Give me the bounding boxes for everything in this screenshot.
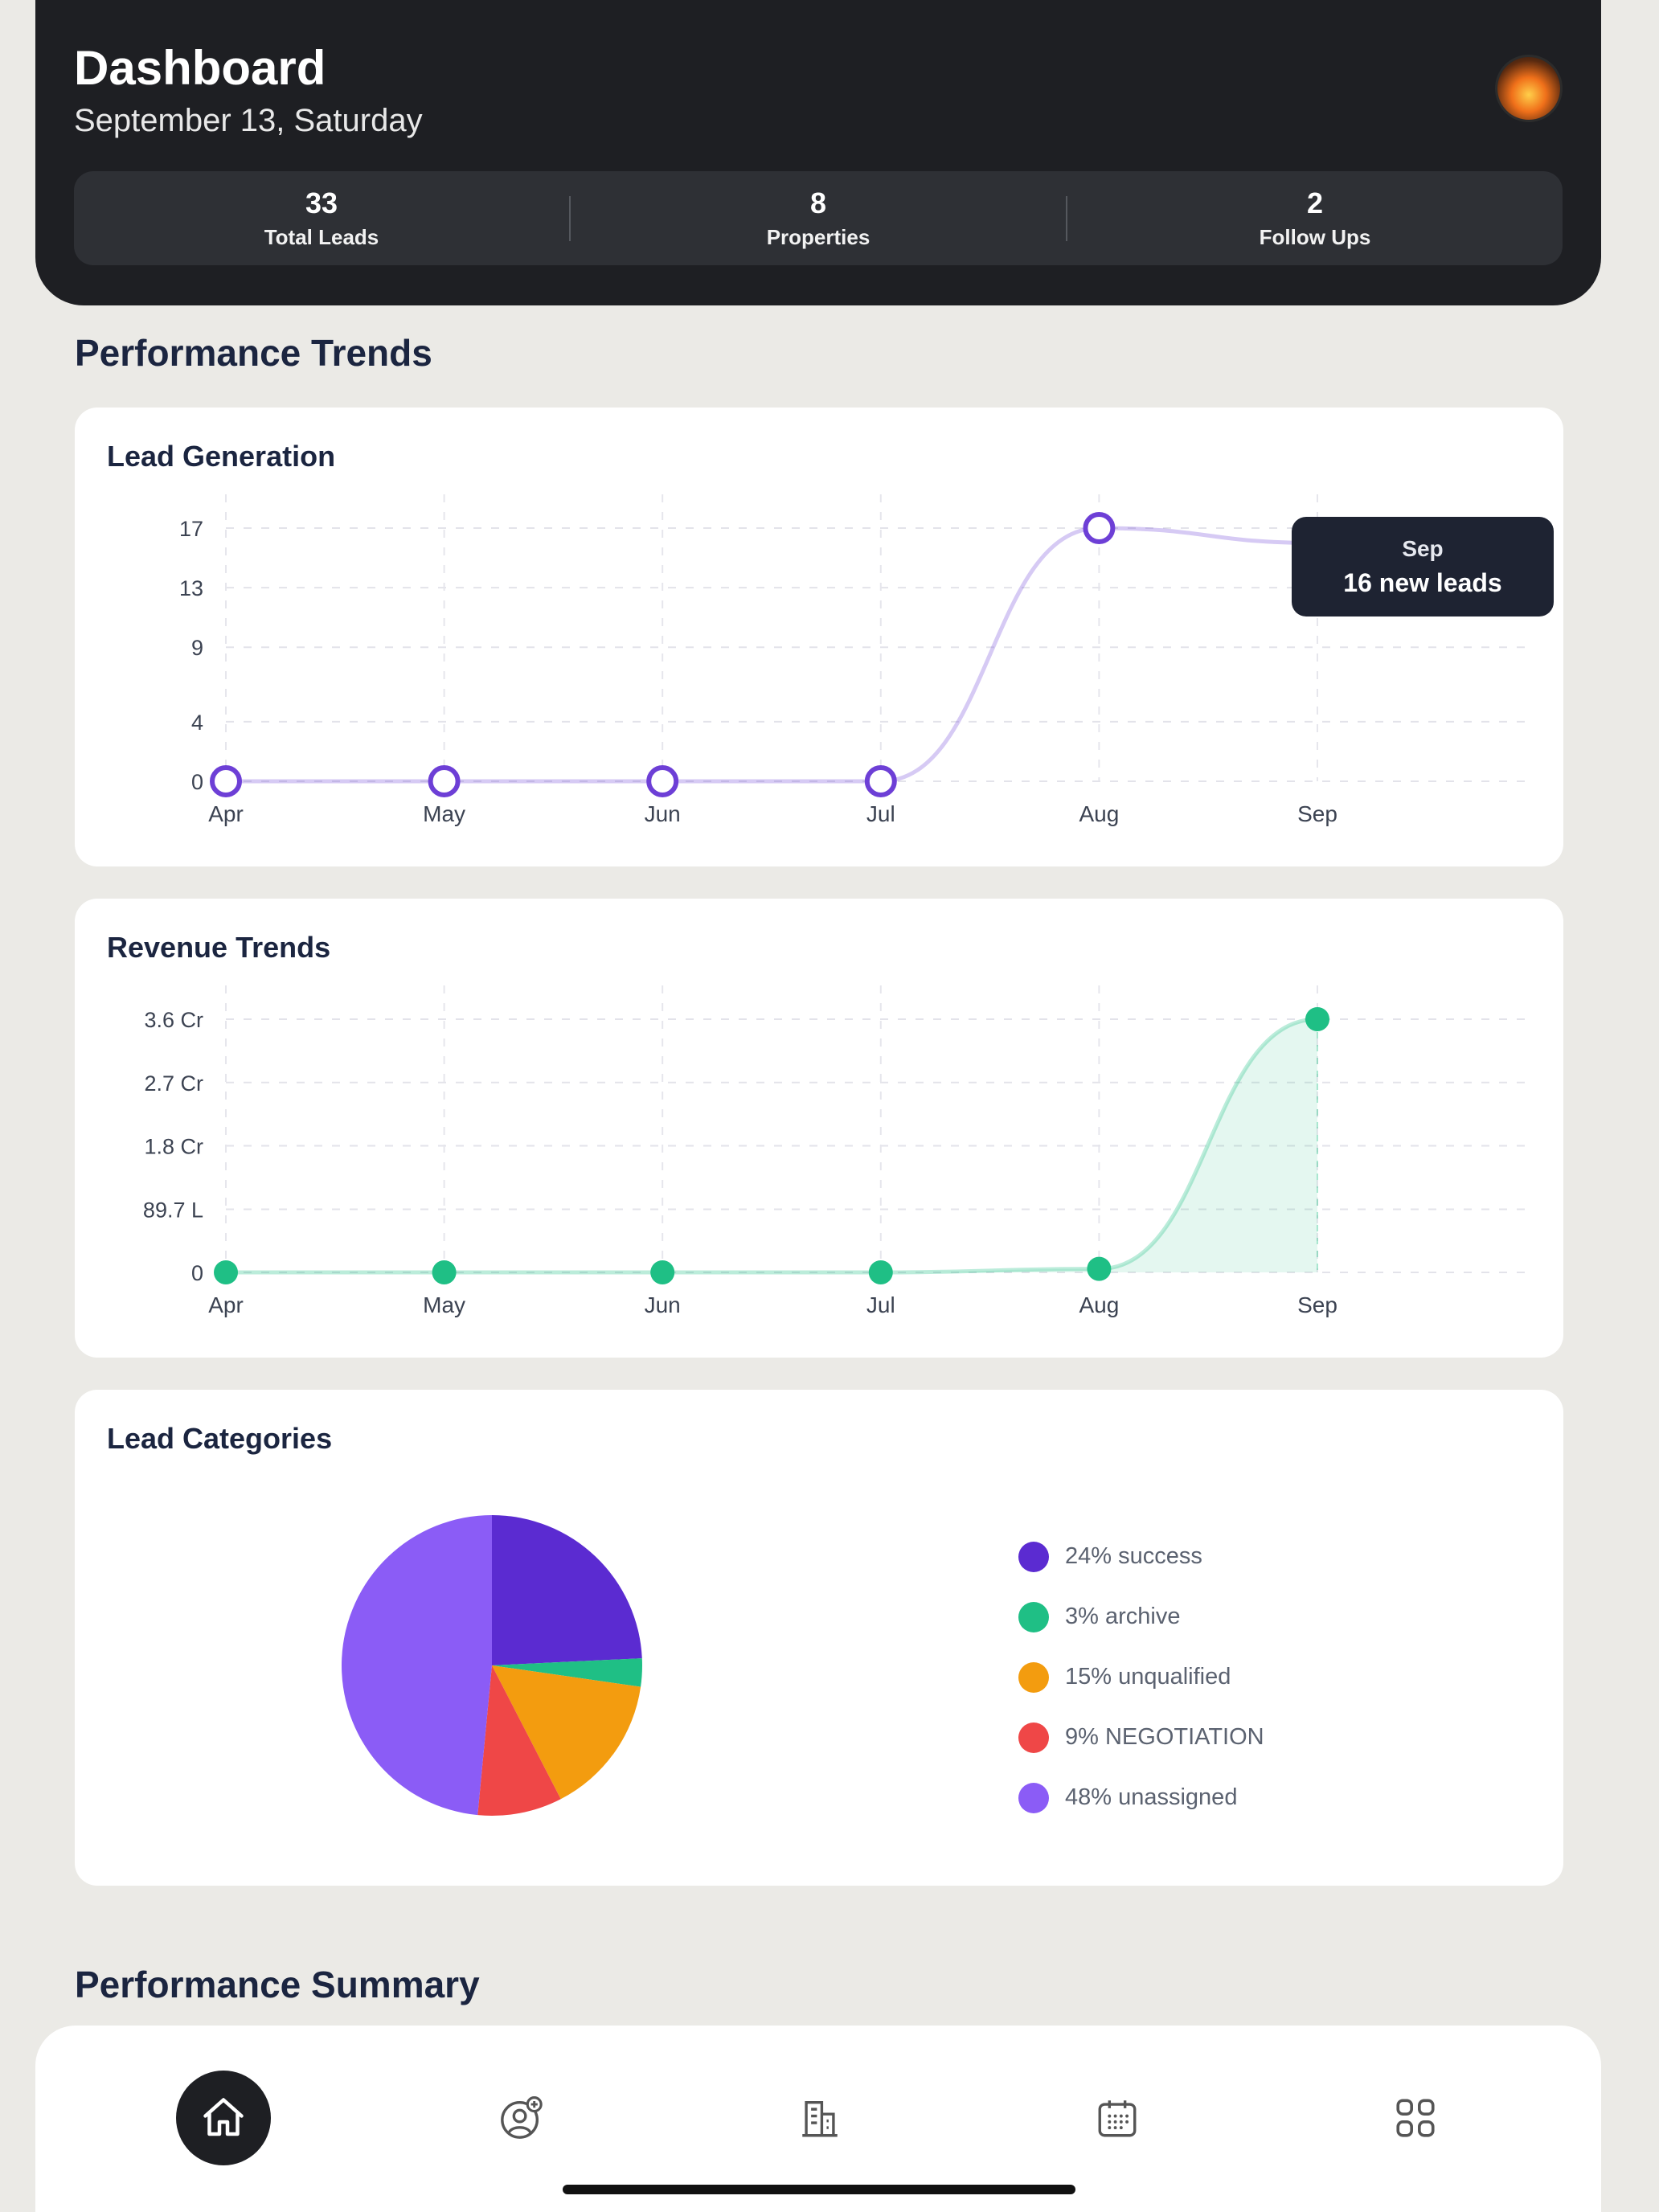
nav-leads[interactable] — [474, 2071, 569, 2165]
add-user-icon — [501, 2096, 543, 2139]
x-tick-label: May — [423, 801, 465, 826]
pie-slice — [342, 1515, 492, 1816]
y-tick-label: 4 — [191, 711, 203, 735]
dashboard-header: Dashboard September 13, Saturday 33 Tota… — [35, 0, 1601, 305]
y-tick-label: 0 — [191, 1261, 203, 1285]
revenue-trends-card: Revenue Trends 0 89.7 L 1.8 Cr 2.7 Cr 3.6 Cr… — [75, 899, 1563, 1358]
lead-categories-title: Lead Categories — [107, 1422, 333, 1455]
series-line — [226, 526, 1318, 784]
series-line — [226, 1017, 1318, 1275]
x-tick-label: Apr — [208, 801, 244, 826]
data-point — [428, 765, 461, 797]
y-tick-label: 1.8 Cr — [144, 1135, 203, 1159]
x-tick-label: Jun — [645, 1292, 681, 1317]
y-tick-label: 9 — [191, 636, 203, 660]
legend-swatch — [1018, 1541, 1049, 1572]
data-point — [1087, 1256, 1112, 1281]
nav-more[interactable] — [1368, 2071, 1463, 2165]
revenue-trends-title: Revenue Trends — [107, 931, 331, 964]
performance-summary-heading: Performance Summary — [75, 1964, 480, 2005]
legend-item: 15% unqualified — [1018, 1647, 1264, 1707]
legend-label: 9% NEGOTIATION — [1065, 1724, 1264, 1750]
stat-label: Properties — [766, 225, 870, 249]
nav-properties[interactable] — [772, 2071, 867, 2165]
stat-label: Follow Ups — [1259, 225, 1371, 249]
x-tick-label: Jul — [866, 1292, 895, 1317]
legend-swatch — [1018, 1782, 1049, 1813]
stat-value: 8 — [809, 186, 827, 219]
x-tick-label: Sep — [1297, 801, 1337, 826]
pie-slice — [492, 1658, 643, 1687]
legend-label: 48% unassigned — [1065, 1784, 1238, 1810]
stats-bar: 33 Total Leads 8 Properties 2 Follow Ups — [74, 171, 1563, 265]
pie-slice — [492, 1515, 642, 1665]
x-tick-label: Aug — [1079, 801, 1119, 826]
legend-item: 48% unassigned — [1018, 1768, 1264, 1828]
nav-calendar[interactable] — [1070, 2071, 1165, 2165]
stat-value: 2 — [1306, 186, 1324, 219]
lead-generation-title: Lead Generation — [107, 440, 336, 473]
building-icon — [802, 2100, 838, 2137]
pie-slice — [477, 1665, 561, 1816]
legend-item: 9% NEGOTIATION — [1018, 1707, 1264, 1768]
legend-swatch — [1018, 1661, 1049, 1693]
data-point — [432, 1260, 457, 1284]
lead-categories-card: Lead Categories 24% success 3% archive 15%… — [75, 1390, 1563, 1886]
y-tick-label: 13 — [179, 576, 203, 600]
data-point — [646, 765, 679, 797]
page-date: September 13, Saturday — [74, 103, 423, 138]
pie-slice — [492, 1665, 641, 1800]
home-icon — [203, 2098, 244, 2136]
data-point — [868, 1260, 893, 1284]
x-tick-label: May — [423, 1292, 465, 1317]
x-tick-label: Sep — [1297, 1292, 1337, 1317]
legend-label: 3% archive — [1065, 1604, 1181, 1629]
x-tick-label: Jul — [866, 801, 895, 826]
legend-swatch — [1018, 1722, 1049, 1753]
performance-trends-heading: Performance Trends — [75, 332, 432, 374]
y-tick-label: 89.7 L — [143, 1198, 203, 1223]
y-tick-label: 2.7 Cr — [144, 1071, 203, 1096]
chart-tooltip: Sep 16 new leads — [1292, 517, 1554, 616]
series-area — [226, 1019, 1317, 1272]
x-tick-label: Jun — [645, 801, 681, 826]
stat-divider — [569, 195, 571, 241]
stat-label: Total Leads — [264, 225, 379, 249]
bottom-nav — [35, 2026, 1601, 2212]
data-point — [214, 1260, 238, 1284]
data-point — [1305, 1007, 1329, 1031]
page-title: Dashboard — [74, 41, 326, 95]
grid-icon — [1396, 2099, 1435, 2137]
revenue-trends-chart[interactable]: 0 89.7 L 1.8 Cr 2.7 Cr 3.6 Cr Apr May Jun Jul Aug… — [75, 899, 1563, 1358]
stat-properties[interactable]: 8 Properties — [571, 171, 1066, 265]
y-tick-label: 17 — [179, 517, 203, 541]
legend-label: 24% success — [1065, 1543, 1202, 1569]
calendar-icon — [1098, 2100, 1137, 2137]
legend-label: 15% unqualified — [1065, 1664, 1231, 1690]
nav-home[interactable] — [176, 2071, 271, 2165]
pie-legend: 24% success 3% archive 15% unqualified 9% N… — [1018, 1526, 1264, 1828]
data-point — [650, 1260, 675, 1284]
y-tick-label: 3.6 Cr — [144, 1008, 203, 1032]
stat-value: 33 — [305, 186, 338, 219]
data-point — [210, 765, 242, 797]
tooltip-month: Sep — [1402, 535, 1444, 561]
stat-divider — [1066, 195, 1067, 241]
avatar[interactable] — [1495, 55, 1563, 122]
data-point — [864, 765, 897, 797]
x-tick-label: Apr — [208, 1292, 244, 1317]
data-point — [1083, 512, 1116, 544]
lead-generation-chart[interactable]: 0 4 9 13 17 Apr May Jun Jul Aug Sep — [75, 408, 1563, 866]
lead-categories-pie[interactable] — [75, 1390, 1563, 1886]
x-tick-label: Aug — [1079, 1292, 1119, 1317]
tooltip-value: 16 new leads — [1343, 567, 1502, 597]
lead-generation-card: Lead Generation 0 4 9 13 17 Apr May Jun Jul Aug Se… — [75, 408, 1563, 866]
legend-item: 3% archive — [1018, 1587, 1264, 1647]
y-tick-label: 0 — [191, 770, 203, 794]
legend-swatch — [1018, 1601, 1049, 1632]
stat-follow-ups[interactable]: 2 Follow Ups — [1067, 171, 1563, 265]
home-indicator — [563, 2185, 1075, 2194]
stat-total-leads[interactable]: 33 Total Leads — [74, 171, 569, 265]
legend-item: 24% success — [1018, 1526, 1264, 1587]
